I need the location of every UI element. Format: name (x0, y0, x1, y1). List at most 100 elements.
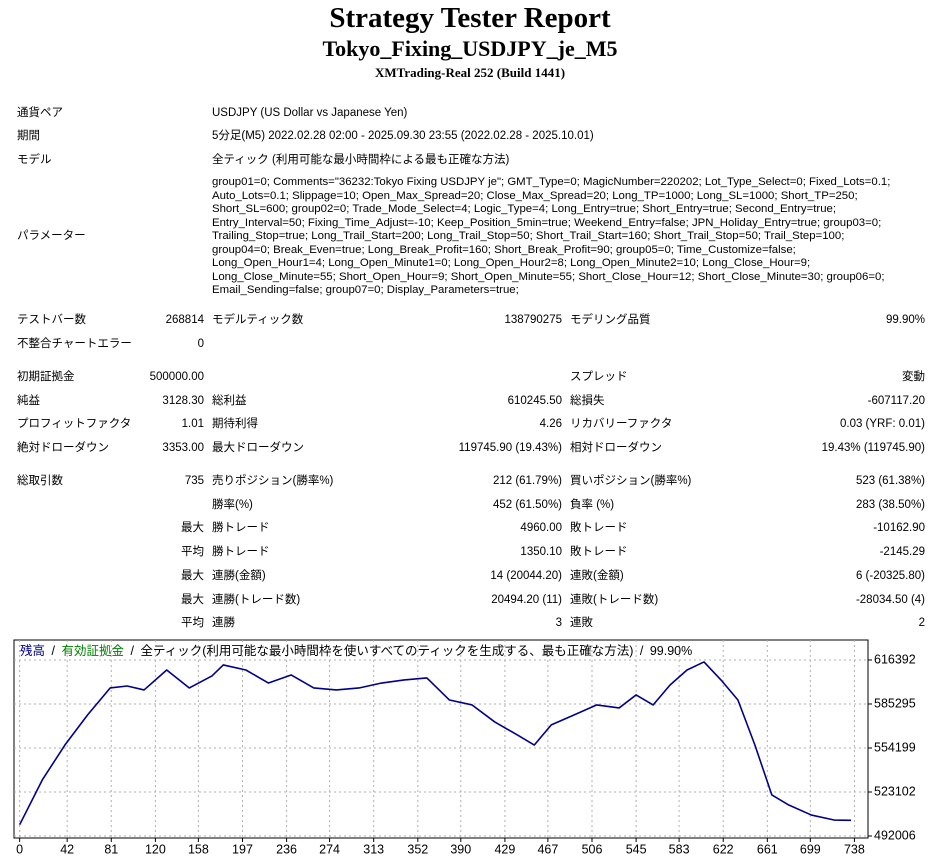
stat-value: -2145.29 (879, 546, 925, 559)
info-value: 5分足(M5) 2022.02.28 02:00 - 2025.09.30 23… (212, 130, 594, 142)
x-tick-label: 42 (60, 842, 74, 856)
stat-value: 610245.50 (507, 394, 562, 407)
stat-label: 総損失 (570, 394, 605, 407)
balance-line (18, 661, 852, 826)
stat-value: 2 (918, 617, 925, 630)
chart-legend: 残高 / 有効証拠金 / 全ティック(利用可能な最小時間枠を使いすべてのティック… (20, 643, 692, 658)
stat-value: 変動 (902, 371, 925, 383)
info-value: 全ティック (利用可能な最小時間枠による最も正確な方法) (212, 154, 510, 166)
stat-label: 負率 (%) (570, 498, 615, 511)
parameter-line: group04=0; Break_Even=true; Long_Break_P… (212, 243, 796, 256)
stat-label: 買いポジション(勝率%) (570, 475, 692, 487)
stat-label: モデリング品質 (570, 314, 651, 326)
stat-value: 4.26 (539, 418, 562, 431)
stat-value: 0 (197, 337, 204, 350)
stat-label: 勝率(%) (212, 498, 253, 511)
parameters-label: パラメーター (17, 230, 86, 242)
y-tick-label: 492006 (874, 828, 916, 842)
stat-value: 99.90% (885, 314, 925, 326)
stat-value: -607117.20 (867, 394, 925, 407)
stat-value: 最大 (181, 593, 204, 606)
stat-value: 6 (-20325.80) (855, 569, 925, 582)
legend-separator: / (52, 644, 56, 658)
stat-value: 3 (555, 617, 562, 630)
stat-value: 20494.20 (11) (491, 593, 562, 606)
stat-value: 平均 (181, 546, 204, 559)
x-tick-label: 699 (800, 842, 821, 856)
stat-label: 売りポジション(勝率%) (212, 475, 334, 487)
stat-value: 1350.10 (520, 546, 562, 559)
stat-label: 連敗(金額) (570, 569, 624, 582)
stat-value: 212 (61.79%) (492, 475, 562, 487)
legend-equity: 有効証拠金 (61, 644, 124, 658)
stat-value: 19.43% (119745.90) (821, 442, 925, 455)
info-value: USDJPY (US Dollar vs Japanese Yen) (212, 107, 408, 119)
balance-chart: 616392 585295 554199 523102 492006 0 42 81 120 15… (13, 639, 916, 856)
stat-label: 連勝 (212, 617, 235, 630)
y-tick-label: 616392 (874, 652, 916, 666)
stat-value: 1.01 (181, 418, 204, 431)
stat-label: 純益 (17, 394, 40, 407)
y-tick-label: 523102 (874, 784, 916, 798)
x-tick-label: 120 (145, 842, 166, 856)
stat-label: 不整合チャートエラー (17, 337, 132, 350)
report-subtitle: Tokyo_Fixing_USDJPY_je_M5 (322, 36, 618, 61)
server-name: XMTrading-Real 252 (Build 1441) (374, 65, 566, 80)
stat-value: 最大 (181, 522, 204, 535)
parameter-line: group01=0; Comments="36232:Tokyo Fixing … (212, 176, 891, 188)
x-tick-label: 274 (319, 842, 340, 856)
stat-label: リカバリーファクタ (570, 418, 673, 431)
info-label: 期間 (17, 130, 40, 142)
stat-value: 平均 (181, 617, 204, 630)
x-tick-label: 158 (188, 842, 209, 856)
report-title: Strategy Tester Report (329, 2, 611, 34)
x-tick-label: 390 (450, 842, 471, 856)
stat-label: プロフィットファクタ (17, 418, 132, 431)
legend-separator: / (130, 644, 134, 658)
stat-label: 総取引数 (17, 475, 63, 487)
stat-label: 勝トレード (212, 522, 270, 535)
x-tick-label: 738 (844, 842, 865, 856)
y-tick-label: 554199 (874, 740, 916, 754)
stat-value: 523 (61.38%) (855, 475, 925, 487)
x-tick-label: 197 (232, 842, 253, 856)
x-tick-label: 661 (757, 842, 778, 856)
x-tick-label: 0 (16, 842, 23, 856)
stat-value: 3353.00 (162, 442, 204, 455)
stat-label: 最大ドローダウン (212, 442, 304, 455)
x-tick-label: 313 (363, 842, 384, 856)
y-tick-label: 585295 (874, 696, 916, 710)
parameter-line: Trailing_Stop=true; Long_Trail_Start=200… (212, 230, 845, 242)
x-tick-label: 81 (104, 842, 118, 856)
stat-value: 4960.00 (520, 522, 562, 535)
stat-value: -28034.50 (4) (855, 593, 925, 606)
stat-label: テストバー数 (17, 314, 86, 326)
plot-frame (13, 639, 869, 839)
stat-label: 敗トレード (570, 522, 628, 535)
x-tick-label: 545 (626, 842, 647, 856)
parameter-line: Entry_Interval=50; Fixing_Time_Adjust=-1… (212, 216, 882, 229)
x-tick-label: 467 (537, 842, 558, 856)
stat-label: 総利益 (212, 394, 247, 407)
stat-value: 452 (61.50%) (492, 498, 562, 511)
parameter-line: Email_Sending=false; group07=0; Display_… (212, 284, 519, 296)
stat-label: 相対ドローダウン (570, 442, 662, 455)
stat-value: 14 (20044.20) (490, 569, 562, 582)
stat-label: スプレッド (570, 371, 628, 383)
stat-value: 500000.00 (149, 371, 204, 383)
legend-quality: 99.90% (650, 644, 692, 658)
info-label: モデル (17, 154, 52, 166)
x-tick-label: 429 (494, 842, 515, 856)
stat-value: 3128.30 (162, 394, 204, 407)
parameter-line: Short_SL=600; group02=0; Trade_Mode_Sele… (212, 203, 837, 215)
stat-value: 268814 (165, 314, 204, 326)
parameter-line: Long_Close_Minute=55; Short_Open_Hour=9;… (212, 270, 885, 283)
stat-label: 連敗 (570, 617, 593, 630)
stat-value: 735 (184, 475, 204, 487)
parameter-line: Long_Open_Hour1=4; Long_Open_Minute1=0; … (212, 257, 811, 269)
stat-label: 連敗(トレード数) (570, 593, 659, 606)
stat-label: 敗トレード (570, 546, 628, 559)
stat-label: 初期証拠金 (17, 371, 75, 383)
x-tick-label: 352 (407, 842, 428, 856)
